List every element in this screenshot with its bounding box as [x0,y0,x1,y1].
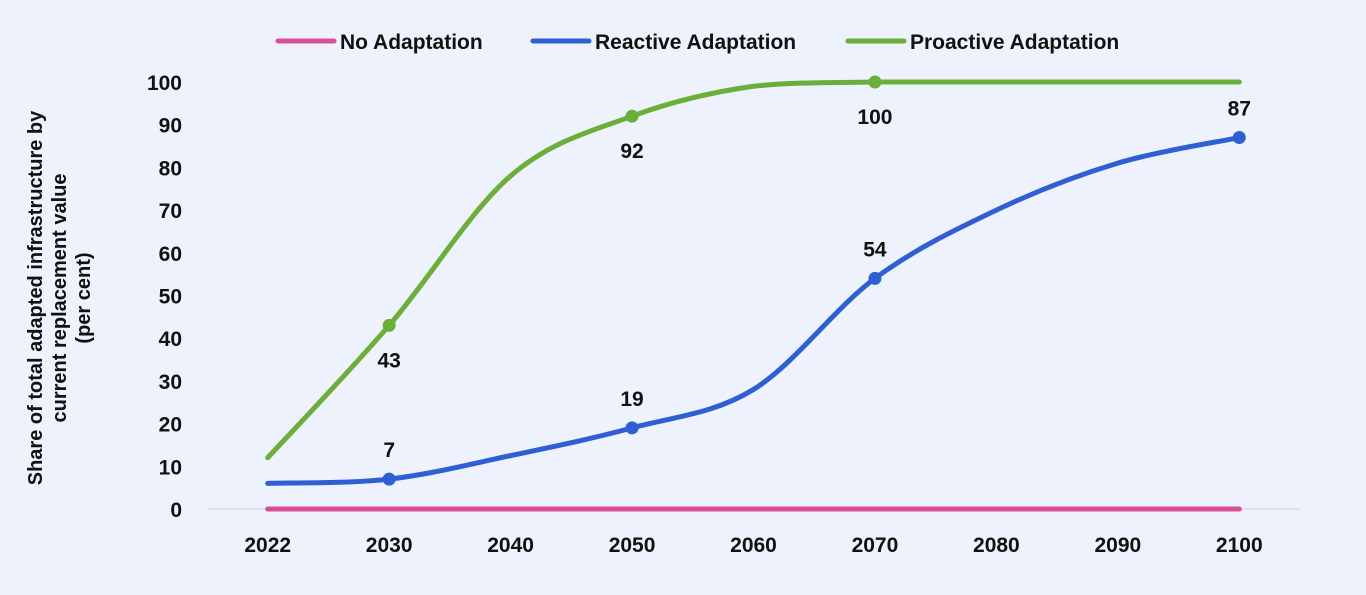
data-label-reactive-adaptation: 87 [1228,98,1251,121]
y-axis-title-line-3: (per cent) [73,252,95,343]
data-point-proactive-adaptation [382,318,396,332]
data-labels: 7 19 54 87 43 92 100 [377,98,1250,463]
y-tick-label: 70 [159,200,182,223]
x-tick-label: 2060 [730,534,777,557]
y-axis-title-line-1: Share of total adapted infrastructure by [25,110,47,485]
y-tick-label: 90 [159,115,182,138]
data-point-proactive-adaptation [625,109,639,123]
y-tick-label: 0 [170,499,182,522]
x-tick-label: 2100 [1216,534,1263,557]
x-tick-label: 2040 [487,534,534,557]
series-line-reactive-adaptation [265,135,1242,486]
y-tick-label: 60 [159,243,182,266]
data-label-reactive-adaptation: 54 [863,238,887,261]
data-label-reactive-adaptation: 19 [620,388,643,411]
data-label-proactive-adaptation: 43 [377,349,400,372]
y-axis-title-line-2: current replacement value [49,174,71,423]
y-tick-label: 100 [147,72,182,95]
x-tick-label: 2090 [1094,534,1141,557]
data-point-reactive-adaptation [382,472,396,486]
legend-label-reactive-adaptation: Reactive Adaptation [595,31,796,54]
data-label-proactive-adaptation: 92 [620,140,643,163]
legend: No Adaptation Reactive Adaptation Proactiv… [275,31,1119,54]
y-tick-label: 40 [159,328,182,351]
y-tick-label: 30 [159,371,182,394]
data-point-reactive-adaptation [868,271,882,285]
data-label-reactive-adaptation: 7 [383,439,395,462]
series-markers [382,75,1246,486]
y-tick-label: 20 [159,414,182,437]
x-tick-label: 2022 [244,534,291,557]
y-axis-ticks: 0 10 20 30 40 50 60 70 80 90 100 [147,72,182,522]
y-tick-label: 80 [159,157,182,180]
legend-label-proactive-adaptation: Proactive Adaptation [910,31,1119,54]
data-point-reactive-adaptation [1232,131,1246,145]
y-axis-title: Share of total adapted infrastructure by… [25,110,95,485]
y-tick-label: 50 [159,286,182,309]
data-label-proactive-adaptation: 100 [857,106,892,129]
series-lines [265,79,1242,512]
x-tick-label: 2080 [973,534,1020,557]
legend-label-no-adaptation: No Adaptation [340,31,483,54]
x-tick-label: 2050 [609,534,656,557]
x-axis: 2022 2030 2040 2050 2060 2070 2080 2090 2100 [207,508,1300,557]
y-tick-label: 10 [159,456,182,479]
series-line-proactive-adaptation [265,79,1242,461]
data-point-proactive-adaptation [868,75,882,89]
x-tick-label: 2030 [366,534,413,557]
x-tick-label: 2070 [852,534,899,557]
data-point-reactive-adaptation [625,421,639,435]
